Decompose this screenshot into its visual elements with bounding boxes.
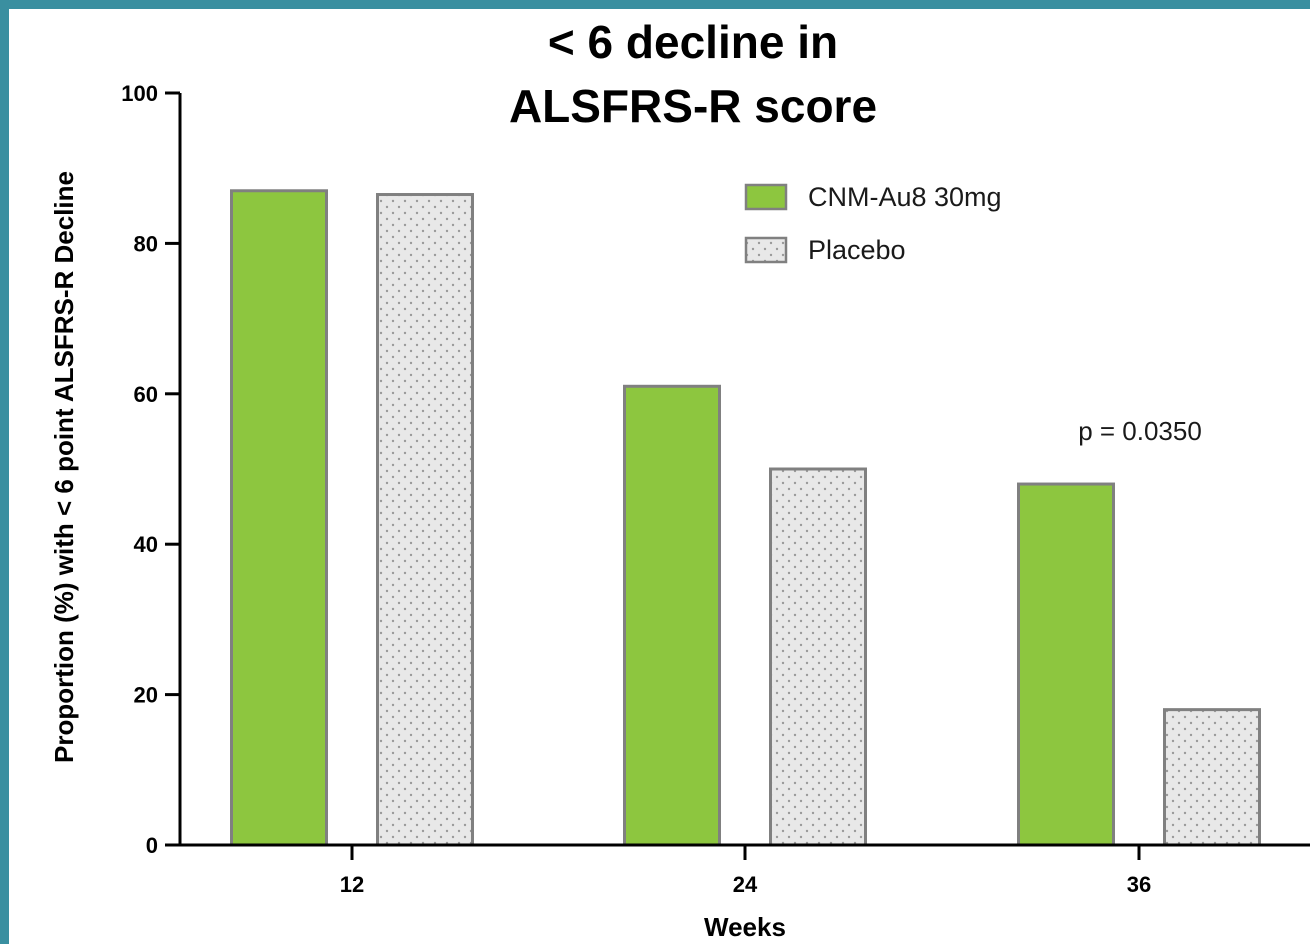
y-tick-label-40: 40 [134, 532, 158, 557]
y-tick-label-100: 100 [121, 81, 158, 106]
bar-cnm-au8-30mg-week-24 [623, 384, 721, 847]
bar-cnm-au8-30mg-week-36 [1017, 482, 1115, 847]
bar-placebo-week-12 [376, 193, 474, 847]
y-tick-label-60: 60 [134, 382, 158, 407]
legend-label-cnm-au8: CNM-Au8 30mg [808, 182, 1002, 212]
y-tick-label-80: 80 [134, 231, 158, 256]
x-tick-label-36: 36 [1127, 872, 1151, 897]
plot-area: 0 20 40 60 80 100 12 24 36 [121, 81, 1310, 897]
chart-title-line-2: ALSFRS-R score [509, 80, 877, 132]
y-axis-label: Proportion (%) with < 6 point ALSFRS-R D… [49, 171, 79, 763]
bar-placebo-week-36 [1163, 708, 1261, 847]
legend: CNM-Au8 30mg Placebo [744, 182, 1002, 265]
bar-cnm-au8-30mg-week-12 [230, 189, 328, 847]
x-tick-label-24: 24 [733, 872, 758, 897]
y-tick-label-0: 0 [146, 833, 158, 858]
bar-placebo-week-24 [769, 467, 867, 847]
chart-title-line-1: < 6 decline in [548, 16, 838, 68]
y-tick-label-20: 20 [134, 683, 158, 708]
x-tick-label-12: 12 [340, 872, 364, 897]
p-value-annotation: p = 0.0350 [1078, 416, 1202, 446]
legend-label-placebo: Placebo [808, 235, 906, 265]
x-axis-label: Weeks [704, 912, 786, 942]
legend-swatch-placebo [744, 236, 788, 264]
legend-swatch-cnm-au8 [744, 183, 788, 211]
